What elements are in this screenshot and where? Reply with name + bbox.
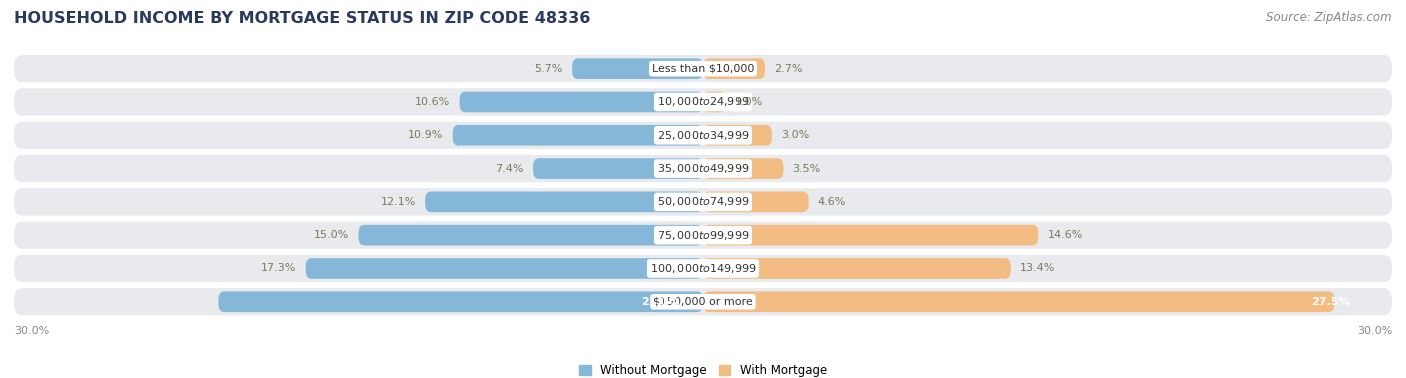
Text: $100,000 to $149,999: $100,000 to $149,999 bbox=[650, 262, 756, 275]
Text: $75,000 to $99,999: $75,000 to $99,999 bbox=[657, 229, 749, 242]
FancyBboxPatch shape bbox=[703, 125, 772, 146]
Legend: Without Mortgage, With Mortgage: Without Mortgage, With Mortgage bbox=[575, 361, 831, 378]
Text: $25,000 to $34,999: $25,000 to $34,999 bbox=[657, 129, 749, 142]
FancyBboxPatch shape bbox=[703, 258, 1011, 279]
Text: 10.6%: 10.6% bbox=[415, 97, 450, 107]
Text: 14.6%: 14.6% bbox=[1047, 230, 1083, 240]
Text: $150,000 or more: $150,000 or more bbox=[654, 297, 752, 307]
Text: $50,000 to $74,999: $50,000 to $74,999 bbox=[657, 195, 749, 208]
Text: $10,000 to $24,999: $10,000 to $24,999 bbox=[657, 96, 749, 108]
Text: 21.1%: 21.1% bbox=[641, 297, 681, 307]
FancyBboxPatch shape bbox=[14, 288, 1392, 315]
Text: 30.0%: 30.0% bbox=[1357, 326, 1392, 336]
FancyBboxPatch shape bbox=[703, 225, 1038, 245]
Text: Source: ZipAtlas.com: Source: ZipAtlas.com bbox=[1267, 11, 1392, 24]
Text: 3.5%: 3.5% bbox=[793, 164, 821, 174]
Text: 4.6%: 4.6% bbox=[818, 197, 846, 207]
FancyBboxPatch shape bbox=[305, 258, 703, 279]
Text: Less than $10,000: Less than $10,000 bbox=[652, 64, 754, 74]
FancyBboxPatch shape bbox=[572, 58, 703, 79]
Text: 7.4%: 7.4% bbox=[495, 164, 524, 174]
FancyBboxPatch shape bbox=[703, 158, 783, 179]
FancyBboxPatch shape bbox=[460, 91, 703, 112]
Text: 3.0%: 3.0% bbox=[782, 130, 810, 140]
FancyBboxPatch shape bbox=[14, 222, 1392, 249]
FancyBboxPatch shape bbox=[14, 255, 1392, 282]
Text: 1.0%: 1.0% bbox=[735, 97, 763, 107]
FancyBboxPatch shape bbox=[14, 55, 1392, 82]
FancyBboxPatch shape bbox=[703, 192, 808, 212]
Text: 30.0%: 30.0% bbox=[14, 326, 49, 336]
FancyBboxPatch shape bbox=[14, 155, 1392, 182]
Text: 10.9%: 10.9% bbox=[408, 130, 443, 140]
Text: 2.7%: 2.7% bbox=[775, 64, 803, 74]
FancyBboxPatch shape bbox=[703, 58, 765, 79]
FancyBboxPatch shape bbox=[14, 122, 1392, 149]
Text: $35,000 to $49,999: $35,000 to $49,999 bbox=[657, 162, 749, 175]
Text: 12.1%: 12.1% bbox=[381, 197, 416, 207]
Text: 27.5%: 27.5% bbox=[1312, 297, 1350, 307]
Text: 17.3%: 17.3% bbox=[262, 263, 297, 273]
FancyBboxPatch shape bbox=[453, 125, 703, 146]
FancyBboxPatch shape bbox=[359, 225, 703, 245]
FancyBboxPatch shape bbox=[703, 91, 725, 112]
Text: 5.7%: 5.7% bbox=[534, 64, 562, 74]
Text: 13.4%: 13.4% bbox=[1019, 263, 1056, 273]
FancyBboxPatch shape bbox=[533, 158, 703, 179]
Text: 15.0%: 15.0% bbox=[314, 230, 349, 240]
FancyBboxPatch shape bbox=[703, 291, 1334, 312]
Text: HOUSEHOLD INCOME BY MORTGAGE STATUS IN ZIP CODE 48336: HOUSEHOLD INCOME BY MORTGAGE STATUS IN Z… bbox=[14, 11, 591, 26]
FancyBboxPatch shape bbox=[218, 291, 703, 312]
FancyBboxPatch shape bbox=[14, 188, 1392, 215]
FancyBboxPatch shape bbox=[14, 88, 1392, 116]
FancyBboxPatch shape bbox=[425, 192, 703, 212]
